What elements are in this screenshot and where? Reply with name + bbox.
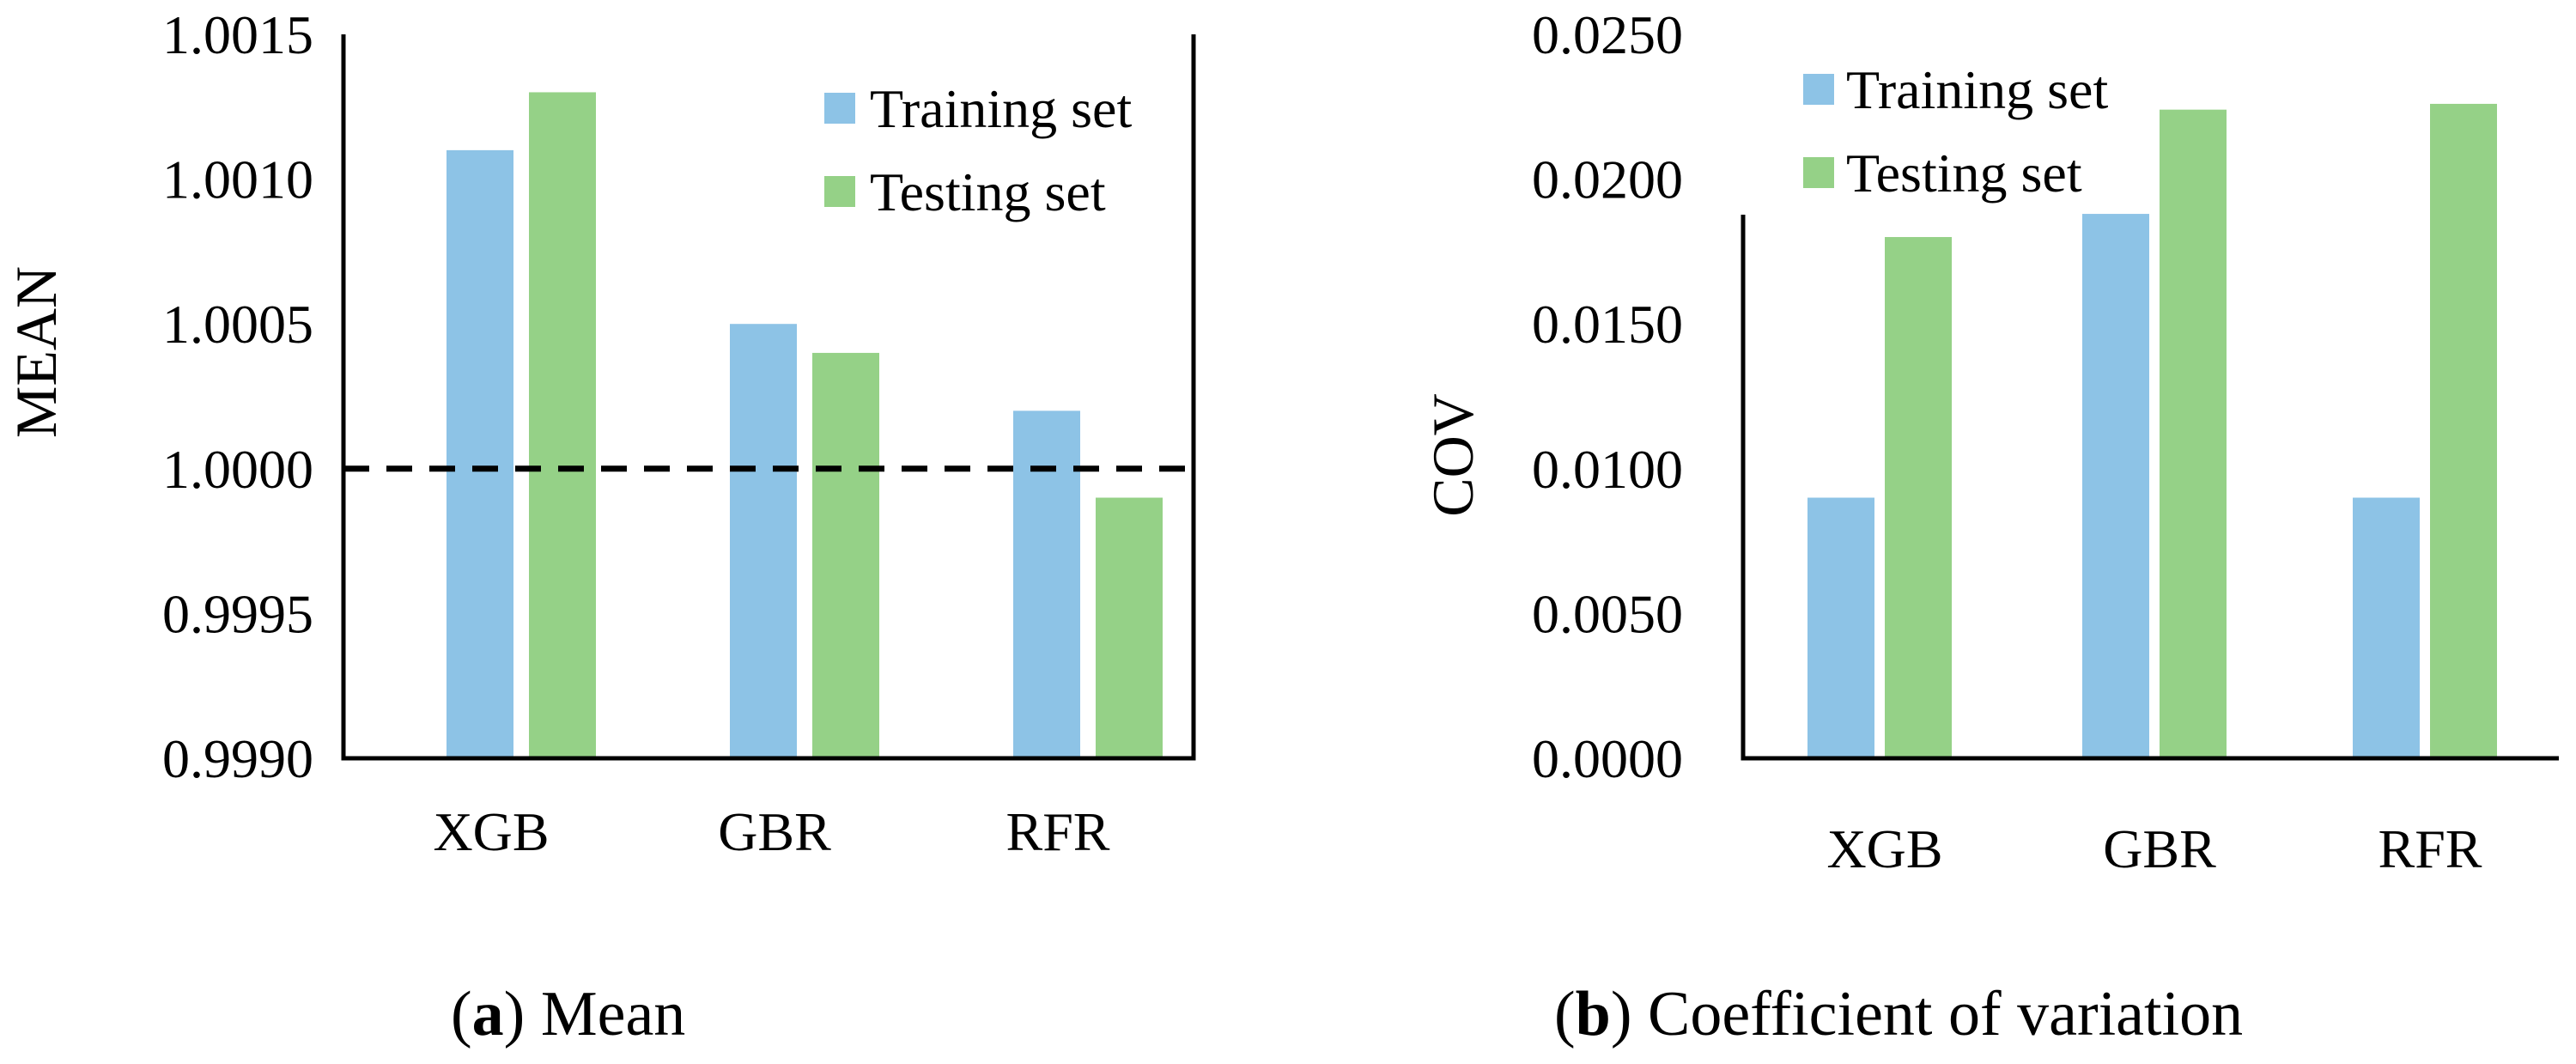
panel-a-axes	[341, 34, 1196, 761]
panel-a-y-tick-label: 1.0005	[162, 294, 313, 355]
legend-swatch-testing	[1803, 157, 1834, 188]
legend-label-training: Training set	[870, 78, 1132, 139]
panel-a-bar-gbr-training	[730, 324, 797, 758]
panel-a-caption: (a) Mean	[451, 979, 685, 1049]
legend-label-testing: Testing set	[870, 161, 1106, 222]
panel-b-y-tick-label: 0.0250	[1532, 4, 1683, 65]
panel-a-y-tick-label: 0.9995	[162, 583, 313, 644]
panel-a-caption-label: a	[472, 979, 504, 1049]
panel-a-cat-rfr: RFR	[1006, 801, 1110, 862]
panel-a-bar-xgb-testing	[529, 92, 596, 758]
panel-a-bars	[447, 92, 1163, 758]
panel-b-cat-rfr: RFR	[2379, 818, 2482, 879]
panel-a-bar-gbr-testing	[812, 352, 879, 758]
panel-a-mean: 0.9990 0.9995 1.0000 1.0005 1.0010 1.0015 XGB…	[3, 4, 1196, 1049]
panel-b-caption-text: Coefficient of variation	[1648, 979, 2243, 1049]
panel-b-legend: Training set Testing set	[1803, 59, 2108, 204]
legend-swatch-training	[824, 93, 855, 124]
panel-a-y-tick-label: 1.0010	[162, 149, 313, 210]
legend-swatch-training	[1803, 74, 1834, 105]
panel-a-legend: Training set Testing set	[824, 78, 1132, 222]
panel-b-bar-gbr-testing	[2160, 109, 2227, 758]
panel-b-y-tick-label: 0.0150	[1532, 294, 1683, 355]
panel-a-y-axis-title: MEAN	[3, 266, 69, 438]
panel-b-bars	[1807, 103, 2497, 759]
legend-swatch-testing	[824, 176, 855, 207]
panel-b-cov: 0.0000 0.0050 0.0100 0.0150 0.0200 0.0250 XGB…	[1420, 4, 2559, 1049]
panel-b-y-tick-label: 0.0100	[1532, 439, 1683, 500]
panel-b-cat-xgb: XGB	[1826, 818, 1942, 879]
panel-b-bar-rfr-testing	[2430, 103, 2497, 759]
panel-a-y-tick-label: 1.0000	[162, 439, 313, 500]
panel-b-y-ticks: 0.0000 0.0050 0.0100 0.0150 0.0200 0.0250	[1532, 4, 1683, 789]
panel-a-y-ticks: 0.9990 0.9995 1.0000 1.0005 1.0010 1.0015	[162, 4, 313, 789]
panel-a-bar-rfr-training	[1013, 410, 1080, 758]
panel-b-bar-xgb-testing	[1885, 237, 1952, 758]
legend-label-training: Training set	[1846, 59, 2108, 120]
panel-b-bar-xgb-training	[1807, 497, 1874, 758]
panel-b-y-tick-label: 0.0050	[1532, 583, 1683, 644]
panel-a-bar-xgb-training	[447, 149, 513, 758]
panel-a-bar-rfr-testing	[1096, 497, 1163, 758]
panel-a-cat-xgb: XGB	[433, 801, 549, 862]
panel-a-y-tick-label: 1.0015	[162, 4, 313, 65]
panel-a-caption-text: Mean	[541, 979, 686, 1049]
panel-b-axes	[1741, 215, 2559, 761]
legend-label-testing: Testing set	[1846, 143, 2082, 204]
panel-a-cat-gbr: GBR	[718, 801, 831, 862]
panel-b-cat-gbr: GBR	[2103, 818, 2216, 879]
panel-a-y-tick-label: 0.9990	[162, 728, 313, 789]
panel-b-bar-gbr-training	[2082, 214, 2149, 759]
panel-b-caption-label: b	[1576, 979, 1611, 1049]
panel-b-caption: (b) Coefficient of variation	[1554, 979, 2243, 1049]
panel-b-y-axis-title: COV	[1420, 393, 1485, 517]
panel-b-y-tick-label: 0.0200	[1532, 149, 1683, 210]
panel-b-y-tick-label: 0.0000	[1532, 728, 1683, 789]
panel-b-bar-rfr-training	[2353, 497, 2420, 758]
